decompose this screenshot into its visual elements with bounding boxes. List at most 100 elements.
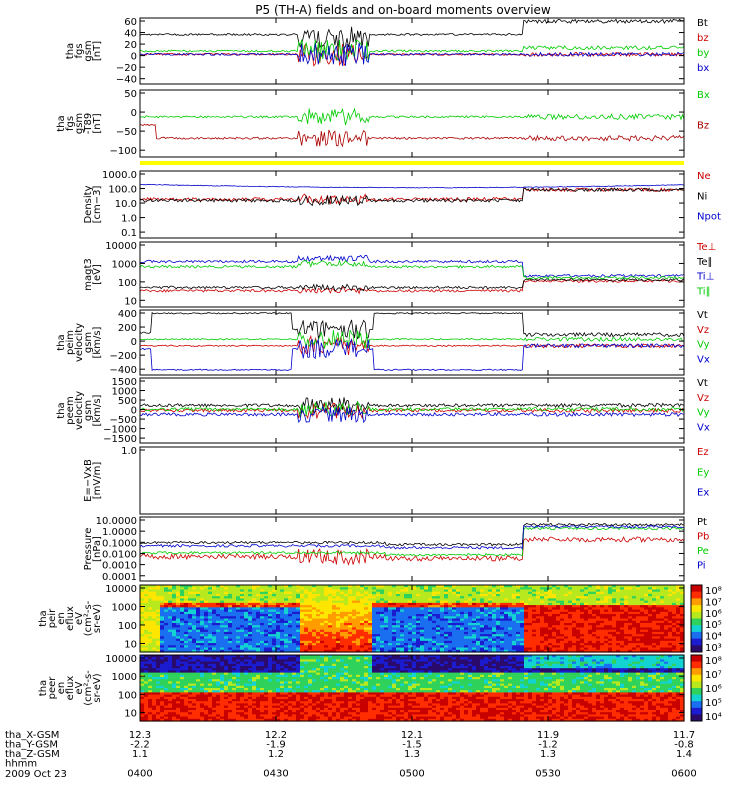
ephemeris-value: 12.1	[401, 730, 423, 741]
series-line-Vx	[139, 405, 685, 424]
y-tick-label: 10	[124, 296, 137, 307]
y-tick-label: 500	[118, 396, 137, 407]
panel-frame	[139, 309, 685, 376]
ephemeris-label: hhmm	[5, 759, 37, 770]
y-tick-label: 10	[124, 639, 137, 650]
ephemeris-value: 11.9	[537, 730, 559, 741]
series-line-Vt	[139, 397, 685, 415]
series-line-by	[139, 39, 685, 63]
y-tick-label: −50	[116, 127, 137, 138]
x-tick-label: 0530	[535, 769, 560, 780]
y-tick-label: −40	[116, 75, 137, 86]
y-axis-label: [km/s]	[92, 394, 103, 426]
y-tick-label: 1500	[112, 377, 137, 388]
date-label: 2009 Oct 23	[5, 769, 67, 780]
series-line-Ni	[139, 187, 685, 207]
ephemeris-value: 1.3	[540, 749, 556, 760]
y-axis-label: peim	[65, 330, 76, 355]
ephemeris-value: 12.2	[265, 730, 287, 741]
y-axis-label: magt3	[83, 258, 94, 291]
legend-entry: Pt	[697, 517, 707, 528]
legend-entry: by	[697, 48, 709, 59]
ephemeris-value: -1.2	[538, 740, 558, 751]
y-tick-label: 40	[124, 29, 137, 40]
panel-4: 10000 1000 100 10 magt3[eV] Te⊥ Te∥ Ti⊥ Ti∥	[83, 241, 716, 308]
y-tick-label: 0	[131, 108, 137, 119]
legend-entry: Vz	[697, 393, 709, 404]
colorbar-tick-label: 10⁵	[705, 698, 722, 709]
ephemeris-value: -0.8	[674, 740, 694, 751]
y-tick-label: 50	[124, 89, 137, 100]
series-line-Vy	[139, 329, 685, 349]
colorbar-tick-label: 10⁶	[705, 684, 722, 695]
y-axis-label: gsm	[74, 113, 85, 134]
y-tick-label: 1000	[112, 259, 137, 270]
y-axis-label: gsm	[83, 400, 94, 421]
legend-entry: Ez	[697, 447, 709, 458]
y-tick-label: 1.0000	[102, 527, 137, 538]
ephemeris-label: tha_X-GSM	[5, 730, 59, 741]
y-axis-label: tha	[56, 402, 67, 418]
y-axis-label: [mV/m]	[92, 462, 103, 500]
panel-10: 10⁸ 10⁷ 10⁶ 10⁵ 10⁴ 10000 1000 100 10 thapeerenef…	[38, 654, 722, 723]
colorbar-tick-label: 10⁷	[705, 670, 722, 681]
ephemeris-value: 1.2	[268, 749, 284, 760]
y-axis-label: (cm²-s-	[83, 670, 94, 706]
y-tick-label: 10000	[105, 654, 137, 665]
y-tick-label: 200	[118, 323, 137, 334]
ephemeris-label: tha_Y-GSM	[5, 740, 58, 751]
y-axis-label: velocity	[74, 323, 85, 362]
y-tick-label: −1500	[103, 434, 137, 445]
colorbar-tick-label: 10³	[705, 643, 722, 654]
y-tick-label: −500	[110, 415, 137, 426]
series-line-Ne	[139, 187, 685, 205]
x-tick-label: 0430	[263, 769, 288, 780]
y-axis-label: [nT]	[92, 113, 103, 133]
y-tick-label: 10.0	[115, 199, 137, 210]
legend-entry: Ne	[697, 171, 711, 182]
panel-frame	[139, 89, 685, 158]
y-tick-label: 0.0100	[102, 549, 137, 560]
y-tick-label: −20	[116, 63, 137, 74]
ephemeris-value: 1.4	[676, 749, 692, 760]
y-tick-label: 0	[131, 337, 137, 348]
legend-entry: Pi	[697, 561, 706, 572]
y-tick-label: 0.0001	[102, 572, 137, 583]
y-axis-label: [nT]	[92, 41, 103, 61]
series-line-Vt	[139, 311, 685, 340]
legend-entry: Bz	[697, 121, 709, 132]
y-axis-label: eV	[74, 681, 85, 694]
y-axis-label: gsm	[83, 40, 94, 61]
panel-7: 1.0 E=−VxB[mV/m] Ez Ey Ex	[83, 446, 709, 515]
y-tick-label: 60	[124, 17, 137, 28]
legend-entry: Ex	[697, 488, 709, 499]
y-axis-label: tha	[38, 680, 49, 696]
y-tick-label: 100.0	[108, 185, 137, 196]
y-axis-label: peer	[47, 676, 58, 700]
y-axis-label: eflux	[65, 606, 76, 631]
y-tick-label: 10.0000	[96, 516, 137, 527]
y-tick-label: 0	[131, 52, 137, 63]
y-tick-label: 400	[118, 309, 137, 320]
colorbar-tick-label: 10⁷	[705, 597, 722, 608]
legend-entry: Pe	[697, 546, 709, 557]
y-axis-label: [cm−3]	[92, 186, 103, 224]
legend-entry: bz	[697, 33, 709, 44]
series-line-Npot	[139, 183, 685, 189]
ephemeris-value: -2.2	[130, 740, 150, 751]
y-axis-label: Density	[83, 185, 94, 223]
y-axis-label: gsm	[83, 332, 94, 353]
ephemeris-value: 11.7	[673, 730, 695, 741]
series-line-Vz	[139, 334, 685, 355]
panel-3: 1000.0 100.0 10.0 1.0 0.1 Density[cm−3] Ne Ni Np…	[83, 170, 721, 239]
colorbar-tick-label: 10⁴	[705, 712, 722, 723]
y-axis-label: [nPa]	[92, 536, 103, 562]
y-tick-label: −200	[110, 351, 137, 362]
y-axis-label: velocity	[74, 391, 85, 430]
y-tick-label: −400	[110, 365, 137, 376]
y-axis-label: tha	[65, 43, 76, 59]
y-axis-label: fgs	[74, 43, 85, 58]
